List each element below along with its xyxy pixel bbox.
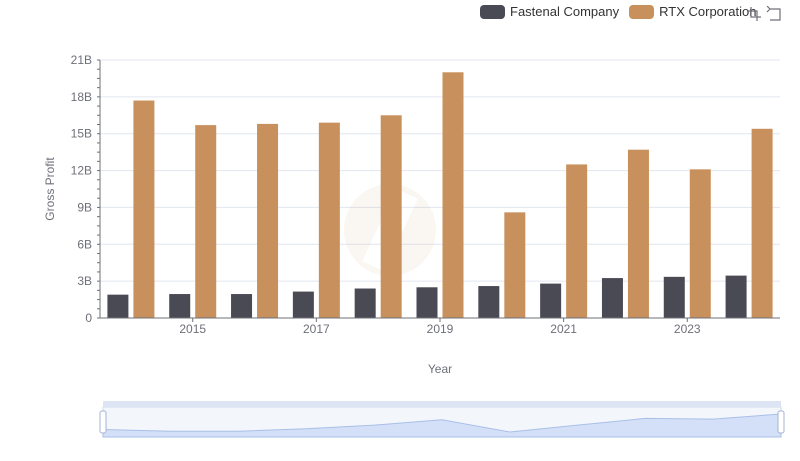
x-tick-label: 2019 — [427, 322, 454, 336]
bar-rtx-2021[interactable] — [566, 164, 588, 318]
slider-top-bar[interactable] — [103, 401, 781, 407]
axes-layer: 0 3B 6B 9B 12B 15B 18B 21B 2015 2017 2019 2021 2023 — [71, 53, 780, 336]
bar-rtx-2019[interactable] — [442, 72, 464, 319]
x-tick-label: 2017 — [303, 322, 330, 336]
legend-swatch-fastenal — [480, 4, 505, 19]
bar-rtx-2023[interactable] — [689, 169, 711, 318]
restore-icon[interactable] — [766, 6, 782, 22]
bar-rtx-2017[interactable] — [318, 122, 340, 319]
x-axis-title: Year — [427, 362, 453, 376]
bar-fastenal-2021[interactable] — [540, 283, 562, 318]
legend-item-rtx[interactable]: RTX Corporation — [629, 4, 756, 19]
bar-fastenal-2015[interactable] — [169, 294, 191, 318]
bar-fastenal-2014[interactable] — [107, 294, 129, 318]
bar-rtx-2022[interactable] — [627, 149, 649, 318]
bar-fastenal-2020[interactable] — [478, 286, 500, 318]
y-axis-title: Gross Profit — [43, 157, 57, 221]
bar-rtx-2015[interactable] — [195, 125, 217, 318]
y-tick-label: 3B — [77, 274, 92, 288]
legend: Fastenal Company RTX Corporation — [480, 4, 766, 19]
data-zoom-slider[interactable] — [99, 401, 785, 438]
slider-handle-left[interactable] — [99, 410, 107, 434]
zoom-icon[interactable] — [746, 6, 762, 22]
legend-item-fastenal[interactable]: Fastenal Company — [480, 4, 619, 19]
x-tick-label: 2021 — [550, 322, 577, 336]
y-tick-label: 15B — [71, 127, 92, 141]
bar-fastenal-2017[interactable] — [292, 291, 314, 318]
y-tick-label: 18B — [71, 90, 92, 104]
bar-fastenal-2016[interactable] — [231, 294, 253, 318]
slider-handle-right[interactable] — [777, 410, 785, 434]
y-tick-label: 21B — [71, 53, 92, 67]
legend-label-fastenal: Fastenal Company — [510, 4, 620, 19]
y-tick-label: 12B — [71, 164, 92, 178]
x-tick-label: 2023 — [674, 322, 701, 336]
bar-rtx-2024[interactable] — [751, 128, 773, 318]
bars-layer — [107, 72, 773, 319]
bar-rtx-2020[interactable] — [504, 212, 526, 318]
y-tick-label: 9B — [77, 200, 92, 214]
bar-rtx-2014[interactable] — [133, 100, 155, 319]
legend-swatch-rtx — [629, 4, 655, 19]
bar-rtx-2018[interactable] — [380, 115, 402, 319]
toolbox — [746, 6, 786, 22]
bar-fastenal-2022[interactable] — [601, 278, 623, 318]
x-tick-label: 2015 — [179, 322, 206, 336]
bar-rtx-2016[interactable] — [257, 123, 279, 318]
bar-fastenal-2018[interactable] — [354, 288, 376, 318]
legend-label-rtx: RTX Corporation — [659, 4, 757, 19]
bar-fastenal-2024[interactable] — [725, 275, 747, 318]
y-tick-label: 6B — [77, 237, 92, 251]
y-tick-label: 0 — [85, 311, 92, 325]
bar-fastenal-2023[interactable] — [663, 276, 685, 318]
slider-overview-area — [102, 413, 782, 438]
bar-fastenal-2019[interactable] — [416, 287, 438, 318]
